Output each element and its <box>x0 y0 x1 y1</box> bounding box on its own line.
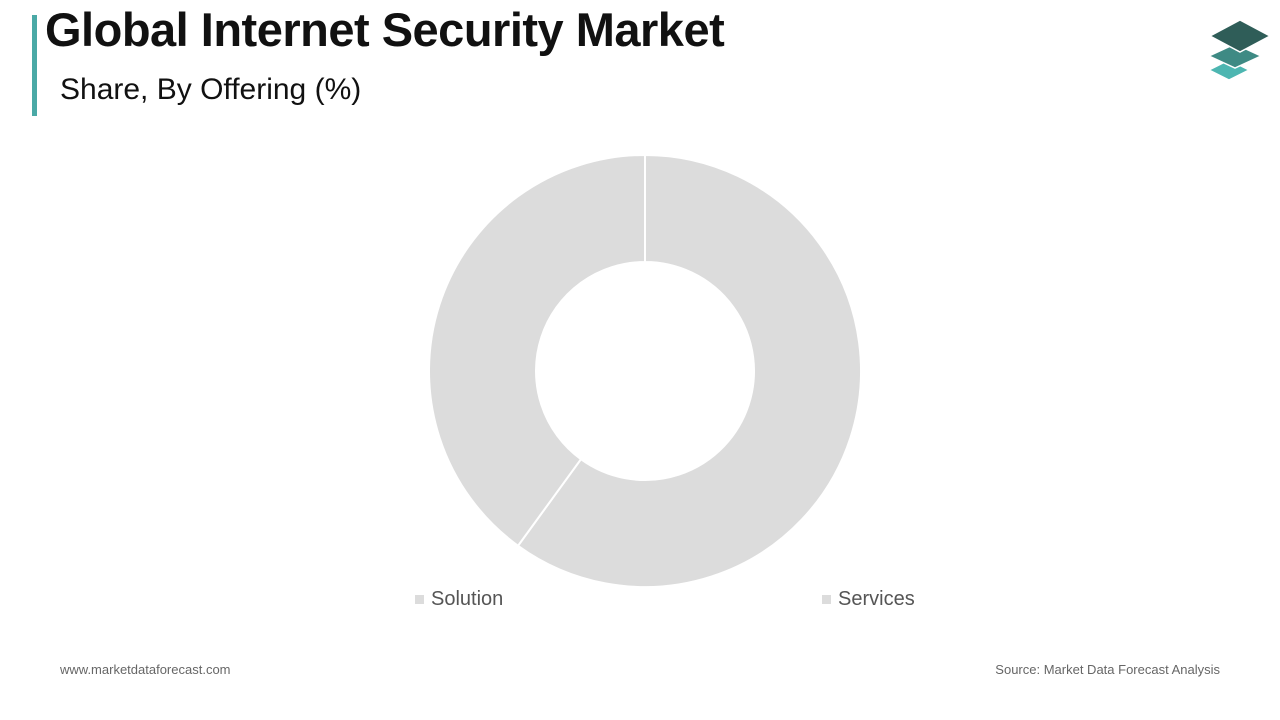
title-accent-bar <box>32 15 37 116</box>
legend-label-services: Services <box>838 588 915 610</box>
legend-swatch-services <box>822 595 831 604</box>
footer-source: Source: Market Data Forecast Analysis <box>995 662 1220 677</box>
donut-slices <box>428 153 862 588</box>
chart-subtitle: Share, By Offering (%) <box>60 73 362 106</box>
donut-slice-solution <box>428 153 646 548</box>
stacked-layers-logo-icon <box>1207 19 1272 81</box>
legend-item-solution: Solution <box>415 588 503 611</box>
chart-title: Global Internet Security Market <box>45 3 725 56</box>
legend-label-solution: Solution <box>431 588 504 610</box>
footer-website: www.marketdataforecast.com <box>60 662 231 677</box>
donut-slice-services <box>516 153 862 588</box>
logo-layer-middle <box>1207 43 1263 69</box>
logo-layer-top <box>1208 19 1272 53</box>
legend-item-services: Services <box>822 588 915 611</box>
legend-swatch-solution <box>415 595 424 604</box>
